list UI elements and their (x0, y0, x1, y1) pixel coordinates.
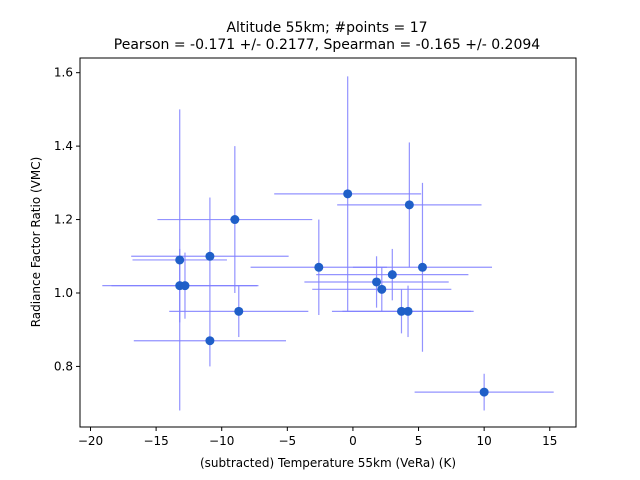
x-tick-label: −10 (209, 434, 234, 448)
y-axis-ticks: 0.8 1.0 1.2 1.4 1.6 (54, 66, 80, 373)
data-point (175, 255, 185, 265)
chart-title: Altitude 55km; #points = 17 (226, 20, 427, 36)
data-point (396, 306, 406, 316)
x-tick-label: 5 (415, 434, 423, 448)
x-tick-label: −15 (143, 434, 168, 448)
data-point (387, 270, 397, 280)
data-point (403, 306, 413, 316)
x-axis-ticks: −20 −15 −10 −5 0 5 10 15 (78, 427, 557, 448)
x-tick-label: 10 (477, 434, 492, 448)
points-layer (175, 189, 489, 397)
y-tick-label: 1.6 (54, 66, 73, 80)
y-tick-label: 1.2 (54, 213, 73, 227)
errorbar-layer (102, 76, 554, 411)
data-point (205, 336, 215, 346)
data-point (372, 277, 382, 287)
x-tick-label: −5 (278, 434, 296, 448)
y-tick-label: 1.4 (54, 139, 73, 153)
x-tick-label: 15 (542, 434, 557, 448)
data-point (180, 281, 190, 291)
y-axis-label: Radiance Factor Ratio (VMC) (29, 157, 43, 328)
y-tick-label: 0.8 (54, 359, 73, 373)
data-point (343, 189, 353, 199)
data-point (417, 262, 427, 272)
data-point (404, 200, 414, 210)
x-axis-label: (subtracted) Temperature 55km (VeRa) (K) (200, 456, 456, 470)
data-point (377, 284, 387, 294)
data-point (230, 215, 240, 225)
x-tick-label: −20 (78, 434, 103, 448)
x-tick-label: 0 (349, 434, 357, 448)
data-point (234, 306, 244, 316)
chart-subtitle: Pearson = -0.171 +/- 0.2177, Spearman = … (114, 37, 540, 53)
plot-frame (79, 57, 577, 428)
data-point (205, 251, 215, 261)
y-tick-label: 1.0 (54, 286, 73, 300)
data-point (314, 262, 324, 272)
data-point (479, 387, 489, 397)
